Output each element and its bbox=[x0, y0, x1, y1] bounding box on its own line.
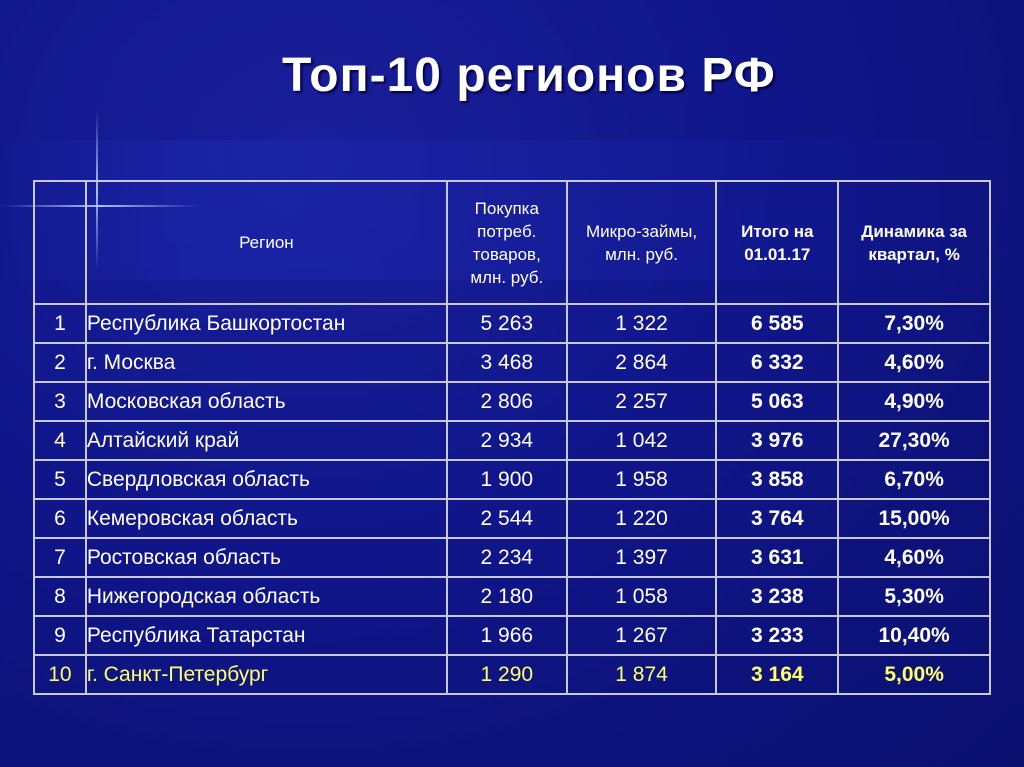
total-value: 3 976 bbox=[715, 420, 840, 461]
table-row: 10 г. Санкт-Петербург 1 290 1 874 3 164 5,00% bbox=[33, 654, 991, 695]
region-name: Кемеровская область bbox=[84, 498, 448, 539]
table-row: 9 Республика Татарстан 1 966 1 267 3 233 10,4… bbox=[33, 615, 991, 656]
purchase-value: 2 544 bbox=[445, 498, 568, 539]
row-number: 3 bbox=[33, 381, 87, 422]
dynamics-value: 15,00% bbox=[837, 498, 991, 539]
row-number: 2 bbox=[33, 342, 87, 383]
total-value: 6 585 bbox=[715, 303, 840, 344]
row-number: 6 bbox=[33, 498, 87, 539]
microloans-value: 1 322 bbox=[565, 303, 718, 344]
header-region: Регион bbox=[84, 180, 448, 305]
total-value: 3 238 bbox=[715, 576, 840, 617]
dynamics-value: 7,30% bbox=[837, 303, 991, 344]
purchase-value: 1 900 bbox=[445, 459, 568, 500]
microloans-value: 1 397 bbox=[565, 537, 718, 578]
table-body: 1 Республика Башкортостан 5 263 1 322 6 585 7… bbox=[33, 303, 991, 695]
row-number: 5 bbox=[33, 459, 87, 500]
regions-table: Регион Покупка потреб. товаров, млн. руб… bbox=[33, 180, 991, 695]
table-row: 1 Республика Башкортостан 5 263 1 322 6 585 7… bbox=[33, 303, 991, 344]
header-number bbox=[33, 180, 87, 305]
slide-title: Топ-10 регионов РФ bbox=[282, 49, 776, 102]
total-value: 3 858 bbox=[715, 459, 840, 500]
microloans-value: 1 042 bbox=[565, 420, 718, 461]
dynamics-value: 10,40% bbox=[837, 615, 991, 656]
microloans-value: 1 220 bbox=[565, 498, 718, 539]
region-name: Нижегородская область bbox=[84, 576, 448, 617]
purchase-value: 1 290 bbox=[445, 654, 568, 695]
header-row: Регион Покупка потреб. товаров, млн. руб… bbox=[33, 180, 991, 305]
row-number: 1 bbox=[33, 303, 87, 344]
table-row: 3 Московская область 2 806 2 257 5 063 4,90% bbox=[33, 381, 991, 422]
purchase-value: 2 180 bbox=[445, 576, 568, 617]
microloans-value: 2 257 bbox=[565, 381, 718, 422]
microloans-value: 2 864 bbox=[565, 342, 718, 383]
header-dynamics: Динамика за квартал, % bbox=[837, 180, 991, 305]
purchase-value: 5 263 bbox=[445, 303, 568, 344]
row-number: 7 bbox=[33, 537, 87, 578]
table-row: 6 Кемеровская область 2 544 1 220 3 764 15,00… bbox=[33, 498, 991, 539]
header-total: Итого на 01.01.17 bbox=[715, 180, 840, 305]
row-number: 9 bbox=[33, 615, 87, 656]
total-value: 3 631 bbox=[715, 537, 840, 578]
table-header: Регион Покупка потреб. товаров, млн. руб… bbox=[33, 180, 991, 305]
header-microloans: Микро-займы, млн. руб. bbox=[565, 180, 718, 305]
microloans-value: 1 267 bbox=[565, 615, 718, 656]
purchase-value: 1 966 bbox=[445, 615, 568, 656]
region-name: Московская область bbox=[84, 381, 448, 422]
purchase-value: 2 234 bbox=[445, 537, 568, 578]
region-name: г. Москва bbox=[84, 342, 448, 383]
region-name: Ростовская область bbox=[84, 537, 448, 578]
purchase-value: 3 468 bbox=[445, 342, 568, 383]
total-value: 3 164 bbox=[715, 654, 840, 695]
region-name: Республика Татарстан bbox=[84, 615, 448, 656]
region-name: г. Санкт-Петербург bbox=[84, 654, 448, 695]
microloans-value: 1 058 bbox=[565, 576, 718, 617]
total-value: 5 063 bbox=[715, 381, 840, 422]
table-row: 7 Ростовская область 2 234 1 397 3 631 4,60% bbox=[33, 537, 991, 578]
table-row: 5 Свердловская область 1 900 1 958 3 858 6,70… bbox=[33, 459, 991, 500]
table-row: 8 Нижегородская область 2 180 1 058 3 238 5,3… bbox=[33, 576, 991, 617]
microloans-value: 1 874 bbox=[565, 654, 718, 695]
dynamics-value: 4,90% bbox=[837, 381, 991, 422]
purchase-value: 2 806 bbox=[445, 381, 568, 422]
dynamics-value: 4,60% bbox=[837, 342, 991, 383]
dynamics-value: 5,30% bbox=[837, 576, 991, 617]
purchase-value: 2 934 bbox=[445, 420, 568, 461]
dynamics-value: 4,60% bbox=[837, 537, 991, 578]
total-value: 3 233 bbox=[715, 615, 840, 656]
table-row: 2 г. Москва 3 468 2 864 6 332 4,60% bbox=[33, 342, 991, 383]
dynamics-value: 27,30% bbox=[837, 420, 991, 461]
total-value: 6 332 bbox=[715, 342, 840, 383]
total-value: 3 764 bbox=[715, 498, 840, 539]
row-number: 8 bbox=[33, 576, 87, 617]
region-name: Республика Башкортостан bbox=[84, 303, 448, 344]
row-number: 4 bbox=[33, 420, 87, 461]
dynamics-value: 5,00% bbox=[837, 654, 991, 695]
header-purchase: Покупка потреб. товаров, млн. руб. bbox=[445, 180, 568, 305]
region-name: Свердловская область bbox=[84, 459, 448, 500]
row-number: 10 bbox=[33, 654, 87, 695]
microloans-value: 1 958 bbox=[565, 459, 718, 500]
dynamics-value: 6,70% bbox=[837, 459, 991, 500]
table-row: 4 Алтайский край 2 934 1 042 3 976 27,30% bbox=[33, 420, 991, 461]
region-name: Алтайский край bbox=[84, 420, 448, 461]
